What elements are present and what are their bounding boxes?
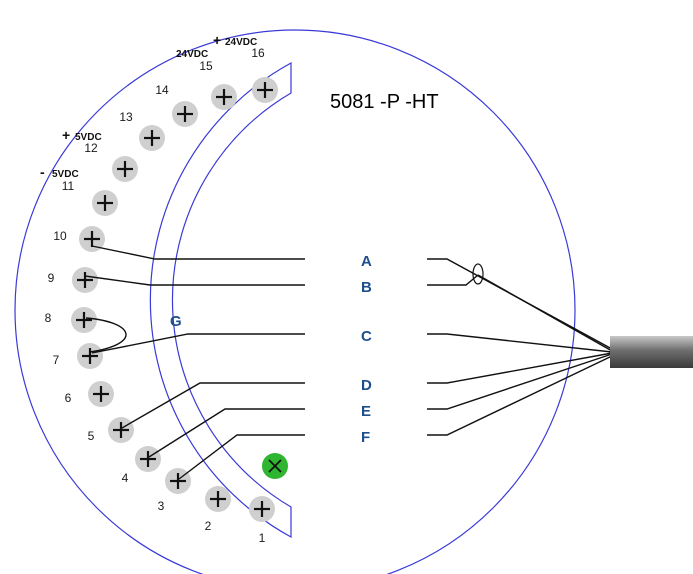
terminal-number: 9 — [48, 271, 55, 285]
terminal-number: 3 — [158, 499, 165, 513]
plus-icon — [177, 106, 193, 122]
wire-a-left — [91, 245, 305, 260]
plus-icon — [210, 491, 226, 507]
terminal-number: 4 — [122, 471, 129, 485]
wire-e-right — [427, 353, 613, 410]
terminal-5: 5 — [88, 417, 134, 443]
terminal-15: 15 — [199, 59, 237, 110]
wire-label-d: D — [361, 377, 372, 394]
terminal-14: 14 — [155, 83, 198, 127]
terminal-number: 11 — [62, 179, 75, 193]
housing-outline — [14, 29, 576, 574]
minus-5vdc-label: 5VDC — [52, 169, 79, 180]
wires-right — [427, 258, 613, 436]
terminal-13: 13 — [119, 110, 165, 151]
terminal-6: 6 — [65, 381, 114, 407]
wire-label-b: B — [361, 279, 372, 296]
plus-icon — [254, 501, 270, 517]
terminal-12: 12 — [84, 141, 138, 182]
terminal-number: 13 — [119, 110, 133, 124]
plus-icon — [97, 195, 113, 211]
plus-24vdc-sign: + — [213, 32, 221, 48]
wire-label-f: F — [361, 429, 370, 446]
plus-icon — [113, 422, 129, 438]
plus-5vdc-sign: + — [62, 127, 70, 143]
wire-d-left — [121, 382, 305, 429]
wire-label-e: E — [361, 403, 371, 420]
terminal-number: 12 — [84, 141, 98, 155]
wire-c-left — [91, 333, 305, 354]
plus-icon — [82, 348, 98, 364]
terminal-4: 4 — [122, 446, 161, 485]
terminal-number: 7 — [53, 353, 60, 367]
terminal-number: 15 — [199, 59, 213, 73]
terminal-9: 9 — [48, 267, 98, 293]
terminal-number: 14 — [155, 83, 169, 97]
wire-g-jumper — [85, 317, 127, 353]
wire-b-left — [84, 275, 305, 286]
cable — [610, 336, 693, 368]
terminal-number: 6 — [65, 391, 72, 405]
power-labels: - 5VDC + 5VDC 24VDC + 24VDC — [40, 32, 257, 180]
terminal-7: 7 — [53, 343, 103, 369]
terminal-number: 16 — [251, 46, 265, 60]
terminal-1: 1 — [249, 496, 275, 545]
wire-f-right — [427, 355, 613, 436]
terminal-11: 11 — [62, 179, 118, 216]
terminal-2: 2 — [205, 486, 231, 533]
wire-labels: A B C D E F G — [170, 253, 372, 446]
terminal-3: 3 — [158, 468, 191, 513]
wire-label-c: C — [361, 328, 372, 345]
wire-label-a: A — [361, 253, 372, 270]
plus-icon — [216, 89, 232, 105]
wire-twist-marker — [472, 263, 484, 285]
wire-c-right — [427, 333, 613, 353]
wire-b-right-2 — [477, 274, 613, 352]
plus-icon — [170, 473, 186, 489]
plus-icon — [257, 82, 273, 98]
terminal-8: 8 — [45, 307, 97, 333]
plus-icon — [117, 161, 133, 177]
plus-icon — [144, 130, 160, 146]
wire-f-left — [178, 434, 305, 480]
minus-5vdc-sign: - — [40, 164, 45, 180]
wire-d-right — [427, 352, 613, 384]
plus-icon — [93, 386, 109, 402]
terminal-number: 5 — [88, 429, 95, 443]
wire-e-left — [148, 408, 305, 458]
wire-a-right — [427, 258, 613, 350]
terminal-16: 16 — [251, 46, 278, 103]
ground-screw — [262, 453, 288, 479]
terminal-number: 10 — [53, 229, 67, 243]
plus-icon — [76, 312, 92, 328]
ground-x-icon — [268, 459, 282, 473]
wire-b-right — [427, 274, 479, 286]
plus-24vdc-label: 24VDC — [225, 37, 257, 48]
terminal-number: 1 — [259, 531, 266, 545]
plus-5vdc-label: 5VDC — [75, 132, 102, 143]
wire-label-g: G — [170, 313, 182, 330]
plus-icon — [84, 231, 100, 247]
wires-left — [84, 245, 305, 480]
terminal-strip-outline — [149, 61, 292, 539]
plus-icon — [77, 272, 93, 288]
minus-24vdc-label: 24VDC — [176, 49, 208, 60]
terminal-number: 8 — [45, 311, 52, 325]
terminal-10: 10 — [53, 226, 105, 252]
plus-icon — [140, 451, 156, 467]
terminal-number: 2 — [205, 519, 212, 533]
model-title: 5081 -P -HT — [330, 91, 439, 113]
